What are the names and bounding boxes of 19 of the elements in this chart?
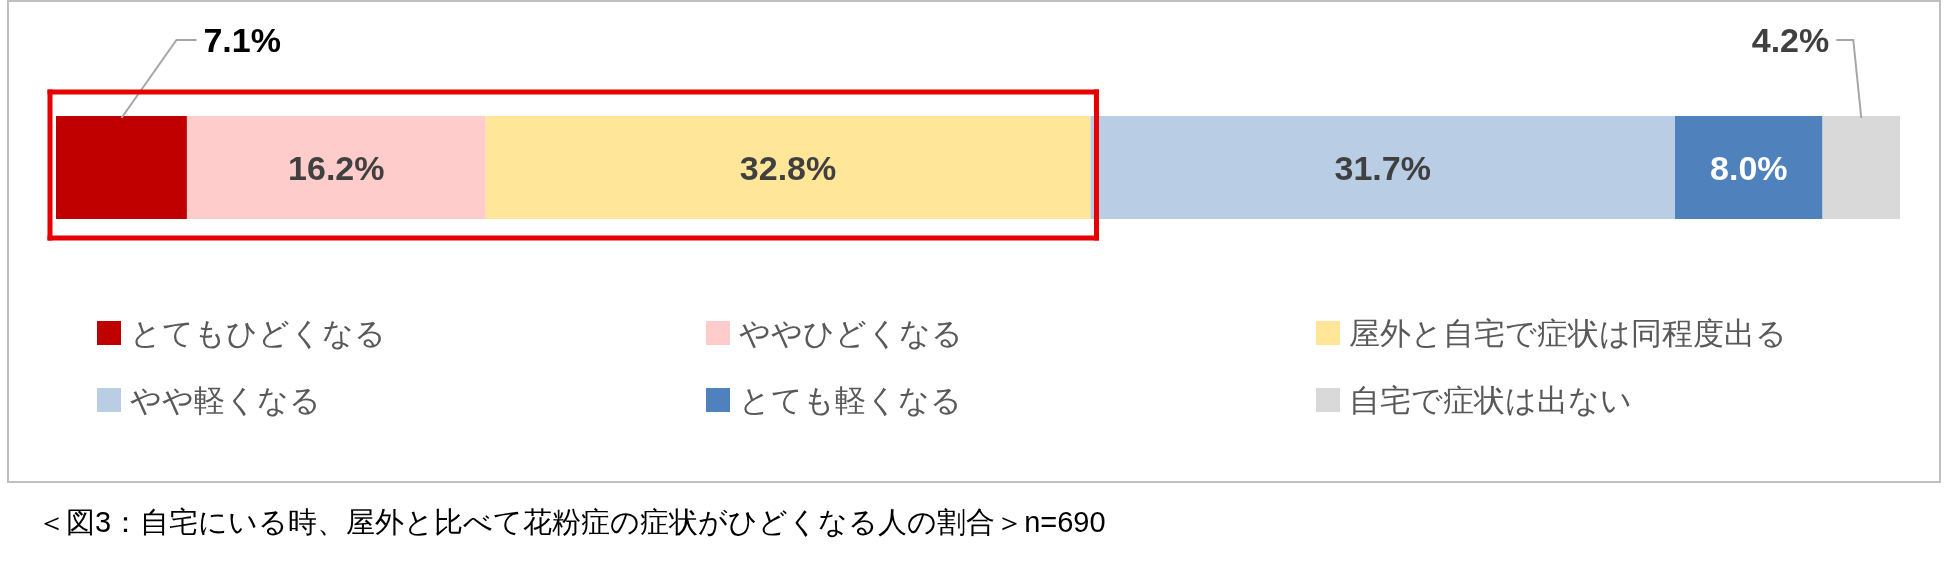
bar [56,116,187,219]
legend-label: ややひどくなる [739,316,963,351]
legend-label: 自宅で症状は出ない [1349,383,1632,418]
data-label: 16.2% [288,148,385,187]
data-label: 32.8% [739,148,837,187]
legend-label: とてもひどくなる [130,316,386,351]
data-label: 4.2% [1751,21,1830,59]
data-label: 7.1% [203,21,281,59]
data-label: 8.0% [1710,148,1788,187]
bar [485,116,1091,219]
legend-label: とても軽くなる [739,383,962,418]
legend-label: 屋外と自宅で症状は同程度出る [1349,316,1787,351]
bar [1090,116,1676,219]
text: ＜図3：自宅にいる時、屋外と比べて花粉症の症状がひどくなる人の割合＞n=690 [37,506,1106,538]
legend-label: やや軽くなる [130,383,321,418]
bar [1675,116,1823,219]
bar [186,116,486,219]
bar [1822,116,1900,219]
data-label: 31.7% [1334,148,1431,187]
